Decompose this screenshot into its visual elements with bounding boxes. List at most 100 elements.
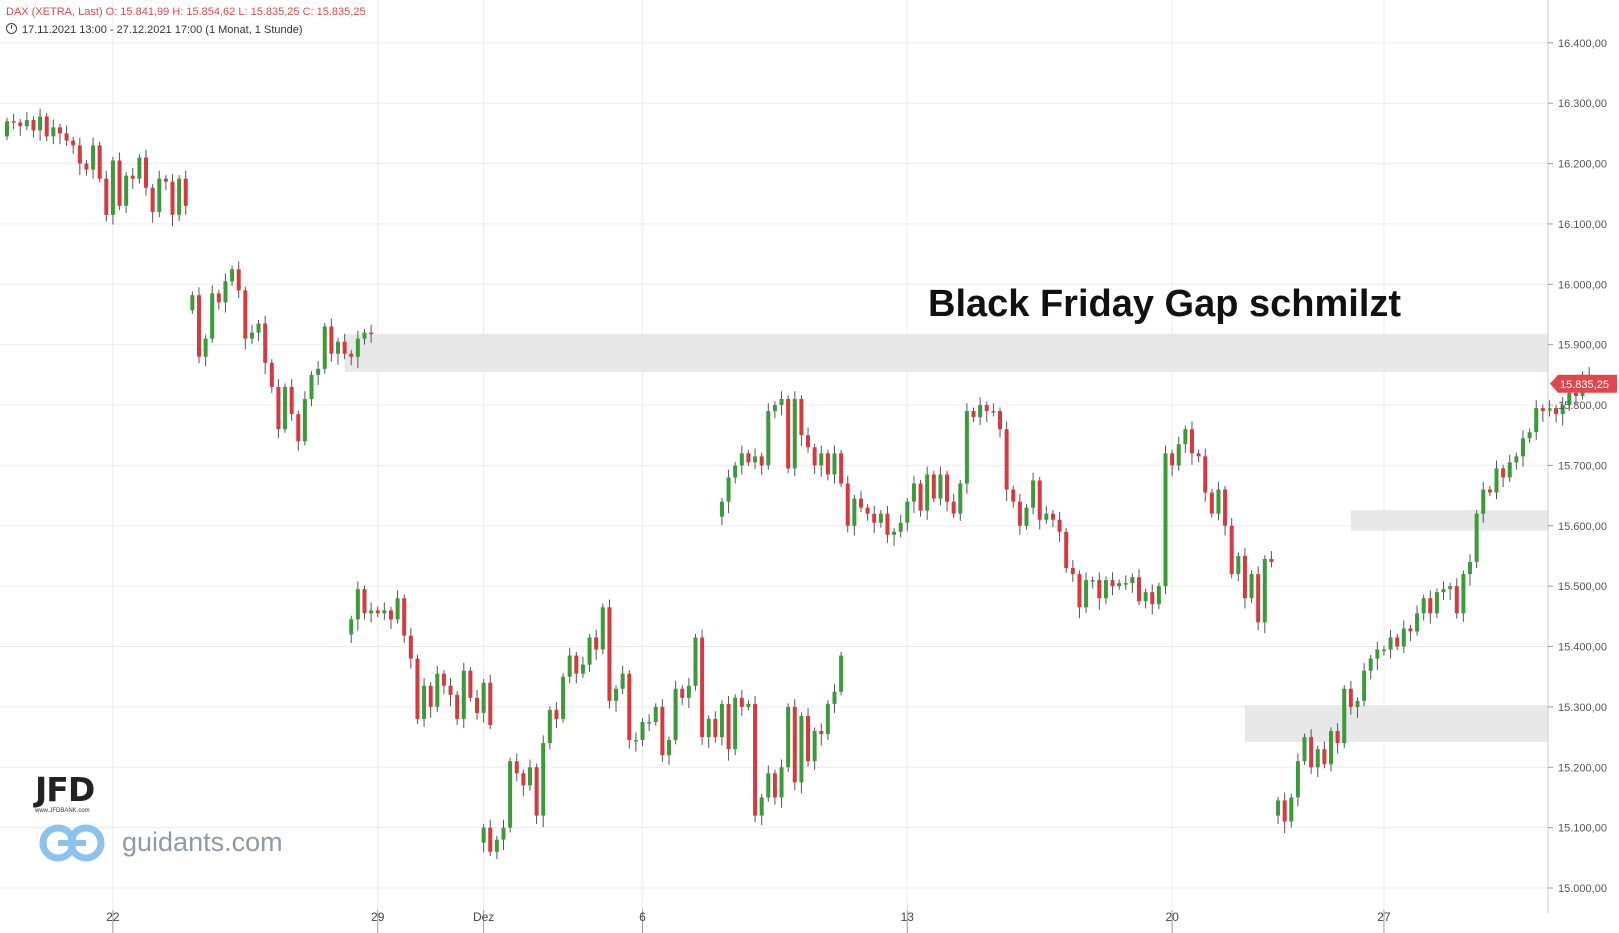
candle	[1057, 511, 1062, 543]
candle	[713, 711, 718, 743]
candle-body	[832, 691, 837, 704]
candle-body	[951, 501, 956, 514]
candle-body	[653, 706, 658, 722]
gap-zones	[344, 333, 1548, 742]
candle	[567, 647, 572, 684]
candle	[792, 391, 797, 477]
candle-body	[256, 323, 261, 333]
candle-body	[276, 386, 281, 430]
candle	[580, 656, 585, 678]
x-tick-label: 13	[901, 910, 915, 924]
candle-body	[388, 610, 393, 620]
candle-body	[1170, 453, 1175, 466]
candle-body	[1269, 558, 1274, 563]
candle	[693, 633, 698, 691]
candle-body	[574, 655, 579, 674]
candle	[283, 383, 288, 433]
plot-area	[0, 0, 1548, 913]
candle-body	[660, 706, 665, 756]
candle-body	[124, 175, 129, 206]
candle	[415, 654, 420, 724]
candle	[1137, 569, 1142, 606]
candle-body	[1050, 513, 1055, 520]
candle	[918, 479, 923, 517]
candle	[11, 113, 16, 130]
candle	[269, 359, 274, 393]
candle	[1130, 573, 1135, 593]
candle-body	[177, 178, 182, 215]
candle-body	[1097, 580, 1102, 599]
candle-body	[435, 673, 440, 707]
candle	[1123, 575, 1128, 590]
candle-body	[766, 411, 771, 466]
candle-body	[1189, 429, 1194, 454]
candle	[852, 494, 857, 536]
candle	[786, 703, 791, 773]
candle	[799, 395, 804, 447]
candle-body	[71, 140, 76, 146]
candle-body	[825, 453, 830, 475]
candle-body	[1004, 429, 1009, 490]
candle	[1375, 641, 1380, 671]
candle	[706, 715, 711, 748]
candle-body	[1256, 574, 1261, 623]
x-tick-label: Dez	[473, 910, 494, 924]
candle-body	[1434, 592, 1439, 614]
candle	[1295, 753, 1300, 807]
candle-body	[1143, 592, 1148, 602]
candle-body	[1481, 489, 1486, 514]
candle	[1514, 452, 1519, 470]
candle	[1362, 662, 1367, 707]
candle-body	[739, 453, 744, 466]
candle-body	[1507, 462, 1512, 478]
candle-body	[527, 767, 532, 786]
candle-body	[475, 697, 480, 713]
candle-body	[355, 338, 360, 357]
candle-body	[1560, 405, 1565, 415]
candle-body	[719, 703, 724, 738]
y-tick-label: 15.300,00	[1558, 702, 1607, 714]
candle-body	[243, 290, 248, 339]
candle	[362, 328, 367, 345]
y-tick-label: 15.200,00	[1558, 762, 1607, 774]
candle	[945, 470, 950, 512]
candle-body	[150, 187, 155, 212]
candle	[633, 732, 638, 752]
candle-body	[514, 761, 519, 774]
y-tick-label: 16.200,00	[1558, 159, 1607, 171]
candle-body	[494, 839, 499, 852]
candle-body	[1295, 761, 1300, 798]
candle-body	[1156, 586, 1161, 605]
candle	[541, 735, 546, 828]
candle	[726, 696, 731, 761]
candle	[263, 315, 268, 375]
candle	[488, 674, 493, 730]
candle	[441, 670, 446, 695]
candle	[527, 759, 532, 791]
candle-body	[812, 731, 817, 762]
candle	[104, 170, 109, 222]
candle	[1487, 485, 1492, 497]
candle-body	[336, 341, 340, 354]
x-tick-label: 20	[1165, 910, 1179, 924]
candle-body	[84, 163, 89, 170]
candle-body	[216, 293, 221, 303]
candle	[236, 261, 241, 299]
candle	[1309, 729, 1314, 774]
candle	[309, 371, 314, 407]
candle	[1501, 464, 1506, 488]
candle-body	[1362, 670, 1367, 701]
candle-body	[753, 703, 758, 816]
candle	[534, 763, 539, 825]
candle-body	[1223, 489, 1228, 526]
candle-body	[1216, 489, 1221, 514]
candle-body	[753, 456, 758, 463]
candle	[1461, 570, 1466, 622]
candle-body	[627, 673, 632, 741]
candle	[190, 291, 195, 314]
candle	[1262, 555, 1267, 634]
candle	[296, 410, 301, 451]
candle-body	[541, 743, 546, 816]
candle	[872, 505, 877, 534]
